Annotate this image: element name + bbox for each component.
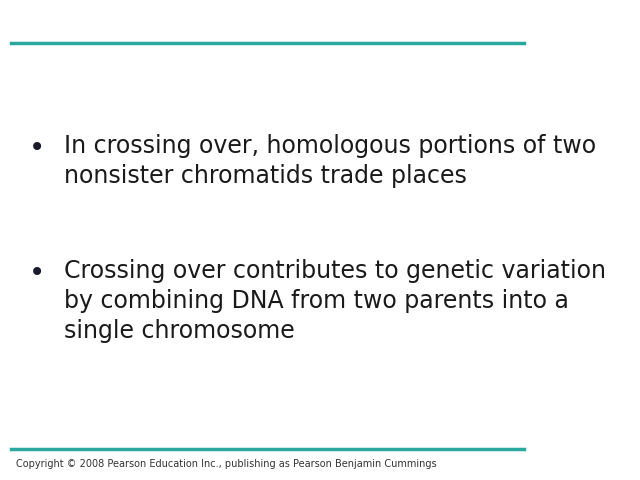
Text: •: • <box>29 259 45 287</box>
Text: Copyright © 2008 Pearson Education Inc., publishing as Pearson Benjamin Cummings: Copyright © 2008 Pearson Education Inc.,… <box>16 459 436 469</box>
Text: •: • <box>29 134 45 162</box>
Text: Crossing over contributes to genetic variation
by combining DNA from two parents: Crossing over contributes to genetic var… <box>64 259 606 343</box>
Text: In crossing over, homologous portions of two
nonsister chromatids trade places: In crossing over, homologous portions of… <box>64 134 596 188</box>
